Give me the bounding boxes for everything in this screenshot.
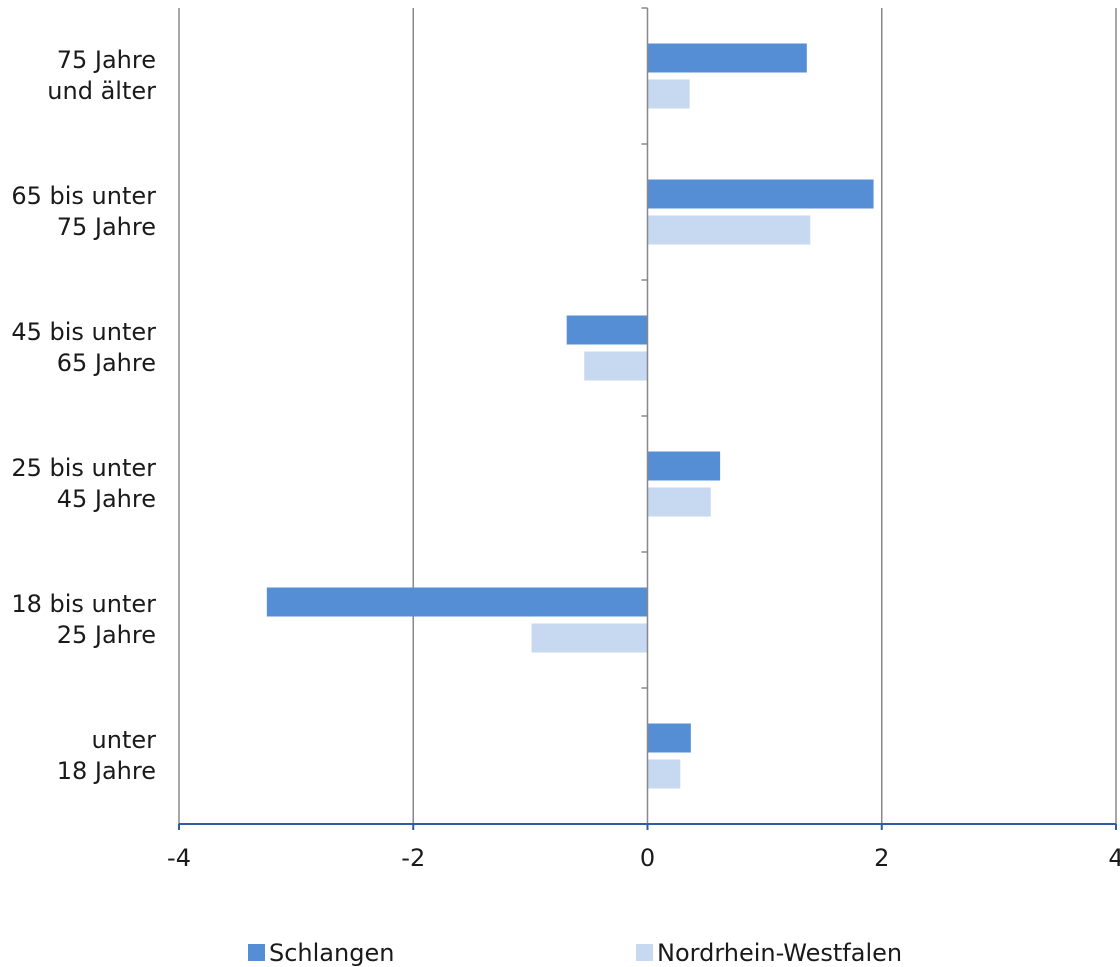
- bars: [266, 43, 874, 789]
- bar-nrw-2: [584, 351, 648, 381]
- bar-schlangen-5: [647, 723, 691, 753]
- bar-schlangen-1: [647, 179, 874, 209]
- x-tick-label-1: -2: [401, 844, 425, 872]
- bar-nrw-0: [647, 79, 690, 109]
- category-labels: 75 Jahre und älter 65 bis unter 75 Jahre 45 …: [11, 46, 156, 785]
- category-label-0: 75 Jahre und älter: [47, 46, 156, 105]
- x-tick-label-2: 0: [640, 844, 655, 872]
- category-label-4: 18 bis unter 25 Jahre: [11, 590, 156, 649]
- bar-schlangen-0: [647, 43, 807, 73]
- category-label-5: unter 18 Jahre: [57, 726, 156, 785]
- bar-nrw-5: [647, 759, 681, 789]
- legend-schlangen-label: Schlangen: [269, 939, 394, 967]
- x-tick-label-3: 2: [874, 844, 889, 872]
- bar-schlangen-2: [566, 315, 648, 345]
- category-label-3: 25 bis unter 45 Jahre: [11, 454, 156, 513]
- legend-schlangen: Schlangen: [248, 939, 394, 967]
- legend-schlangen-swatch: [248, 944, 265, 961]
- legend: Schlangen Nordrhein-Westfalen: [248, 939, 902, 967]
- gridlines: [178, 8, 1117, 824]
- bar-nrw-4: [531, 623, 648, 653]
- legend-nrw-label: Nordrhein-Westfalen: [657, 939, 902, 967]
- x-tick-label-0: -4: [167, 844, 191, 872]
- legend-nrw: Nordrhein-Westfalen: [636, 939, 902, 967]
- axes: [178, 7, 1117, 830]
- bar-nrw-3: [647, 487, 711, 517]
- x-tick-labels: -4 -2 0 2 4: [167, 844, 1120, 872]
- bar-nrw-1: [647, 215, 811, 245]
- bar-schlangen-4: [266, 587, 648, 617]
- bar-schlangen-3: [647, 451, 721, 481]
- category-label-1: 65 bis unter 75 Jahre: [11, 182, 156, 241]
- legend-nrw-swatch: [636, 944, 653, 961]
- category-label-2: 45 bis unter 65 Jahre: [11, 318, 156, 377]
- x-tick-label-4: 4: [1108, 844, 1120, 872]
